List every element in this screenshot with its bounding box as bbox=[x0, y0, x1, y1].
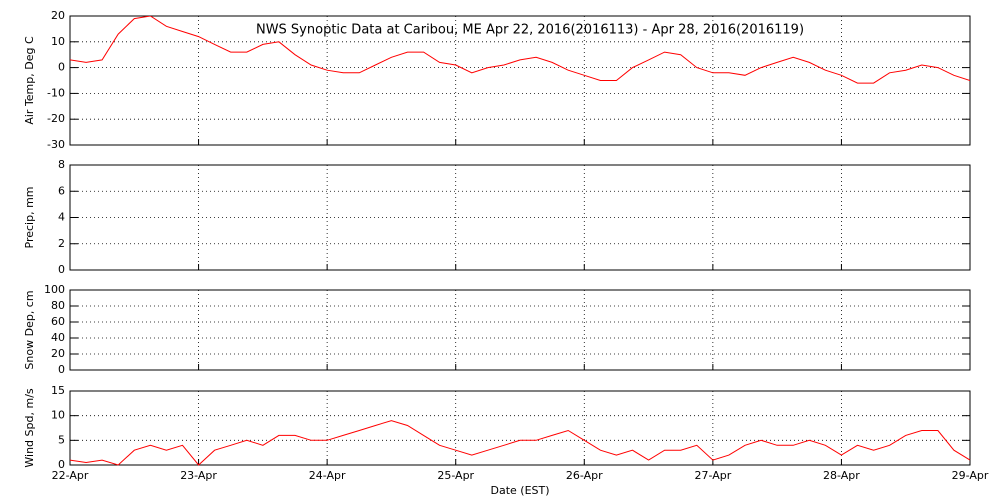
y-tick-label: 6 bbox=[58, 184, 65, 197]
chart-title: NWS Synoptic Data at Caribou, ME Apr 22,… bbox=[256, 23, 804, 38]
data-line bbox=[70, 16, 970, 84]
y-tick-label: 8 bbox=[58, 158, 65, 171]
y-tick-label: 40 bbox=[51, 331, 65, 344]
y-tick-label: 100 bbox=[44, 283, 65, 296]
plot-frame bbox=[69, 289, 971, 371]
y-tick-label: 5 bbox=[58, 433, 65, 446]
x-tick-label: 23-Apr bbox=[180, 469, 217, 482]
y-tick-label: 0 bbox=[58, 61, 65, 74]
y-axis-label: Air Temp, Deg C bbox=[23, 36, 36, 125]
x-tick-label: 29-Apr bbox=[952, 469, 989, 482]
x-tick-label: 27-Apr bbox=[694, 469, 731, 482]
y-axis-label: Snow Dep, cm bbox=[23, 290, 36, 369]
y-axis-label: Precip, mm bbox=[23, 187, 36, 249]
y-tick-label: -20 bbox=[47, 112, 65, 125]
y-axis-label: Wind Spd, m/s bbox=[23, 388, 36, 468]
y-tick-label: 60 bbox=[51, 315, 65, 328]
x-tick-label: 22-Apr bbox=[52, 469, 89, 482]
y-tick-label: 80 bbox=[51, 299, 65, 312]
data-line bbox=[69, 420, 971, 466]
x-tick-label: 28-Apr bbox=[823, 469, 860, 482]
y-tick-label: 2 bbox=[58, 237, 65, 250]
x-axis-label: Date (EST) bbox=[490, 484, 549, 497]
y-tick-label: -30 bbox=[47, 138, 65, 151]
y-tick-label: 0 bbox=[58, 263, 65, 276]
y-tick-label: 0 bbox=[58, 363, 65, 376]
y-tick-label: 20 bbox=[51, 347, 65, 360]
y-tick-label: 10 bbox=[51, 409, 65, 422]
y-tick-label: 4 bbox=[58, 211, 65, 224]
x-tick-label: 24-Apr bbox=[309, 469, 346, 482]
y-tick-label: 10 bbox=[51, 35, 65, 48]
y-tick-label: -10 bbox=[47, 86, 65, 99]
y-tick-label: 0 bbox=[58, 458, 65, 471]
x-tick-label: 25-Apr bbox=[437, 469, 474, 482]
x-tick-label: 26-Apr bbox=[566, 469, 603, 482]
y-tick-label: 20 bbox=[51, 9, 65, 22]
y-tick-label: 15 bbox=[51, 384, 65, 397]
plot-frame bbox=[69, 390, 971, 466]
